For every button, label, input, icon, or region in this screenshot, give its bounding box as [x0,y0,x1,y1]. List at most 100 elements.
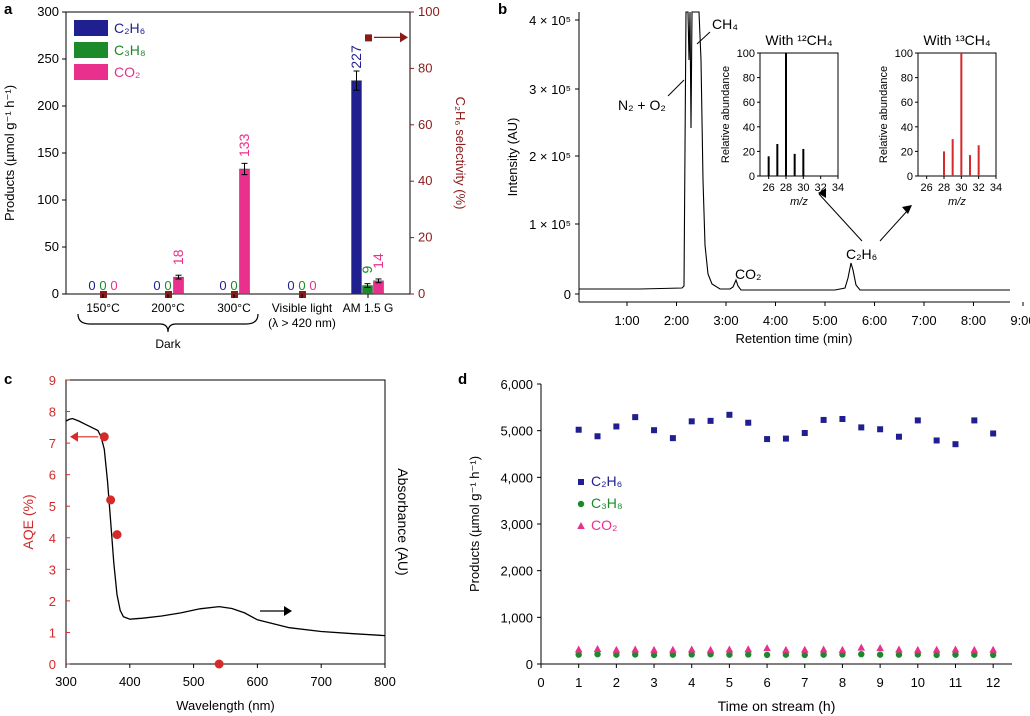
legend-marker [578,479,584,485]
x-tick-label: 1 [575,675,582,690]
aqe-point [112,530,122,540]
x-tick-label: 5 [726,675,733,690]
point-c2h6 [707,417,714,424]
panel-label-b: b [498,1,507,18]
y-tick-label: 8 [49,405,56,420]
legend-label: CO₂ [591,517,617,533]
point-c3h8 [613,651,620,658]
y2-tick-label: 60 [418,117,432,132]
inset-frame [759,52,839,177]
x-tick-label: 4:00 [763,313,788,328]
data-label: 133 [236,133,252,157]
data-label: 9 [359,266,375,274]
point-co2 [951,645,960,653]
inset-x-tick-label: 30 [797,182,809,194]
y-tick-label: 2 [49,594,56,609]
y-axis-title: Intensity (AU) [505,118,520,197]
point-c2h6 [877,426,884,433]
data-label: 18 [170,249,186,265]
y-tick-label: 4 [49,531,56,546]
panel-b-chromatogram: 0 1 × 10⁵ 2 × 10⁵ 3 × 10⁵ 4 × 10⁵ Intensity (… [505,11,1030,346]
y-tick-label: 9 [49,373,56,388]
point-co2 [782,645,790,653]
point-c2h6 [651,427,658,434]
data-label: 0 [230,278,237,293]
x-tick-label: 6 [763,675,770,690]
data-label: 0 [99,278,106,293]
x-tick-label: 2:00 [664,313,689,328]
y2-tick-label: 100 [418,4,440,19]
peak-pointer [667,79,685,97]
point-c3h8 [801,651,808,659]
inset-arrow-head [818,188,826,198]
x-tick-label: 9:00 [1010,313,1030,328]
legend-marker [577,500,585,508]
x-tick-label: 800 [374,674,396,689]
x-tick-label: 300°C [217,301,251,315]
point-c2h6 [839,416,846,422]
data-label: 0 [110,278,117,293]
point-co2 [857,643,866,651]
x-tick-label: 3 [650,675,657,690]
point-co2 [914,645,922,653]
plot-frame [65,379,386,665]
y2-tick-label: 0 [418,286,425,301]
legend-label: C₂H₆ [114,20,145,36]
point-c2h6 [613,423,620,430]
data-label: 0 [164,278,171,293]
point-co2 [593,645,602,652]
y-tick-label: 5,000 [500,424,533,439]
peak-label-c2h6: C₂H₆ [846,246,877,262]
point-c3h8 [782,651,790,658]
bar [239,168,250,295]
point-co2 [819,645,828,653]
inset-x-tick-label: 34 [990,182,1002,194]
y2-axis-title: C₂H₆ selectivity (%) [453,97,468,210]
point-c2h6 [895,433,902,440]
data-label: 0 [219,278,226,293]
y-tick-label: 300 [37,4,59,19]
x-tick-label: 6:00 [862,313,887,328]
x-tick-label: AM 1.5 G [343,301,394,315]
panel-a-bar-chart: 0 50 100 150 200 250 300 0 20 40 60 80 100 Products (… [2,4,468,351]
point-co2 [574,645,583,653]
x-axis-title: Retention time (min) [735,331,852,346]
y-axis-title: AQE (%) [20,494,36,549]
point-co2 [763,644,771,652]
y-tick-label: 3,000 [500,517,533,532]
legend-label: C₂H₆ [591,473,622,489]
data-label: 0 [88,278,95,293]
x-tick-label: 0 [537,675,544,690]
x-tick-label: 600 [247,674,269,689]
x-tick-label: 4 [688,675,695,690]
x-tick-label: 2 [613,675,620,690]
x-tick-label: 200°C [151,301,185,315]
y-tick-label: 1 × 10⁵ [529,217,571,232]
y-tick-label: 200 [37,98,59,113]
x-tick-label: 7 [801,675,808,690]
inset-x-tick-label: 28 [938,182,950,194]
y-tick-label: 5 [49,499,56,514]
inset-y-tick-label: 20 [743,146,755,158]
selectivity-arrow-head [400,32,408,43]
y-tick-label: 50 [45,239,59,254]
data-label: 0 [153,278,160,293]
point-co2 [970,645,979,653]
aqe-point [214,659,224,669]
y-tick-label: 6 [49,468,56,483]
inset-x-tick-label: 34 [832,182,844,194]
point-co2 [989,645,997,653]
inset-x-tick-label: 26 [921,182,933,194]
point-c2h6 [801,430,808,436]
inset-y-tick-label: 60 [743,97,755,109]
legend-label: C₃H₈ [114,42,146,58]
inset-title: With ¹²CH₄ [765,32,832,48]
point-c2h6 [594,433,601,440]
y2-axis-title: Absorbance (AU) [395,468,411,575]
x-tick-label: 8:00 [961,313,986,328]
y-tick-label: 100 [37,192,59,207]
point-c2h6 [745,419,752,426]
x-tick-label: Visible light [272,301,333,315]
inset-y-axis-title: Relative abundance [720,66,732,163]
